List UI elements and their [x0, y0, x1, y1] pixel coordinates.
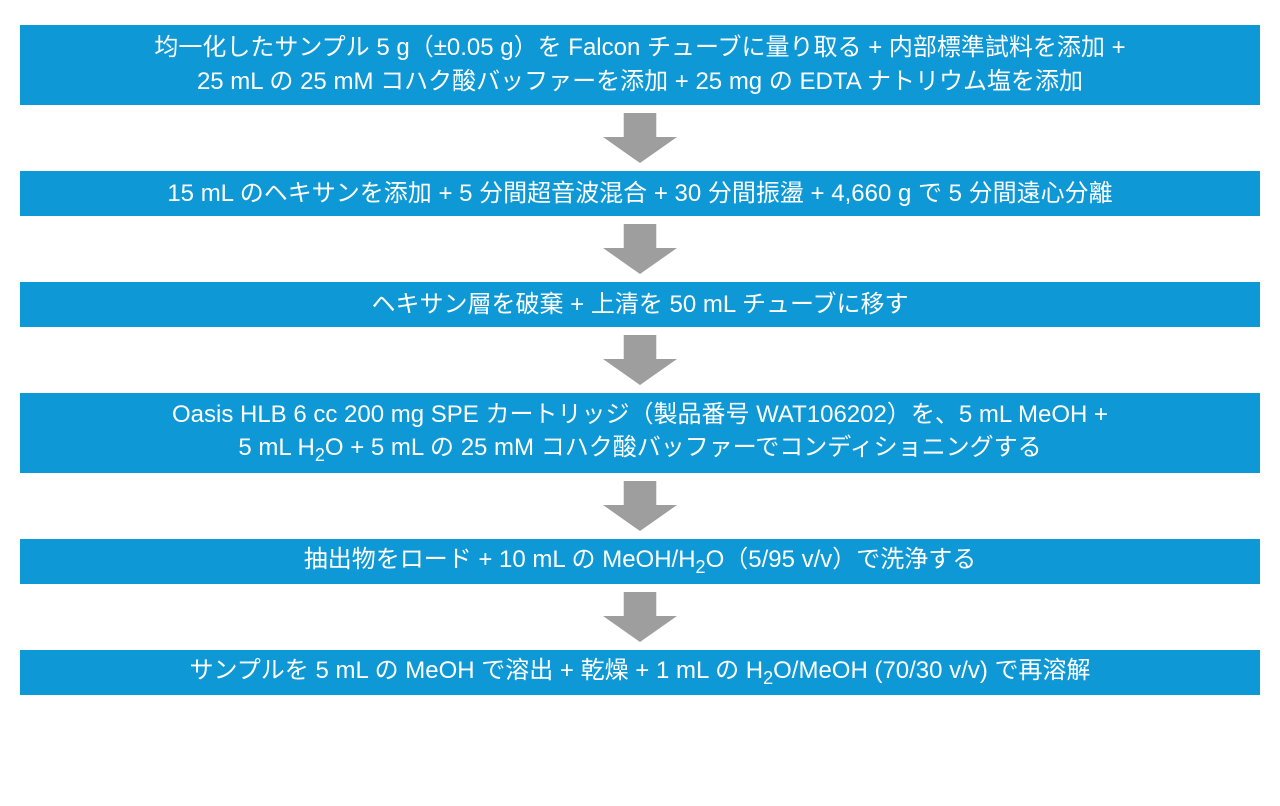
step-box-3: ヘキサン層を破棄 + 上清を 50 mL チューブに移す [20, 282, 1260, 327]
step-text-1: 均一化したサンプル 5 g（±0.05 g）を Falcon チューブに量り取る… [144, 31, 1135, 98]
step-text-2: 15 mL のヘキサンを添加 + 5 分間超音波混合 + 30 分間振盪 + 4… [157, 177, 1122, 211]
arrow-1 [603, 113, 677, 163]
arrow-4 [603, 481, 677, 531]
step-text-5: 抽出物をロード + 10 mL の MeOH/H2O（5/95 v/v）で洗浄す… [294, 543, 987, 580]
arrow-5 [603, 592, 677, 642]
step-text-4: Oasis HLB 6 cc 200 mg SPE カートリッジ（製品番号 WA… [162, 398, 1118, 469]
step-box-4: Oasis HLB 6 cc 200 mg SPE カートリッジ（製品番号 WA… [20, 393, 1260, 473]
step-box-1: 均一化したサンプル 5 g（±0.05 g）を Falcon チューブに量り取る… [20, 25, 1260, 105]
step-box-5: 抽出物をロード + 10 mL の MeOH/H2O（5/95 v/v）で洗浄す… [20, 539, 1260, 584]
step-box-2: 15 mL のヘキサンを添加 + 5 分間超音波混合 + 30 分間振盪 + 4… [20, 171, 1260, 216]
step-text-3: ヘキサン層を破棄 + 上清を 50 mL チューブに移す [361, 288, 918, 322]
arrow-3 [603, 335, 677, 385]
step-box-6: サンプルを 5 mL の MeOH で溶出 + 乾燥 + 1 mL の H2O/… [20, 650, 1260, 695]
arrow-2 [603, 224, 677, 274]
flowchart-container: 均一化したサンプル 5 g（±0.05 g）を Falcon チューブに量り取る… [20, 25, 1260, 695]
step-text-6: サンプルを 5 mL の MeOH で溶出 + 乾燥 + 1 mL の H2O/… [180, 654, 1101, 691]
